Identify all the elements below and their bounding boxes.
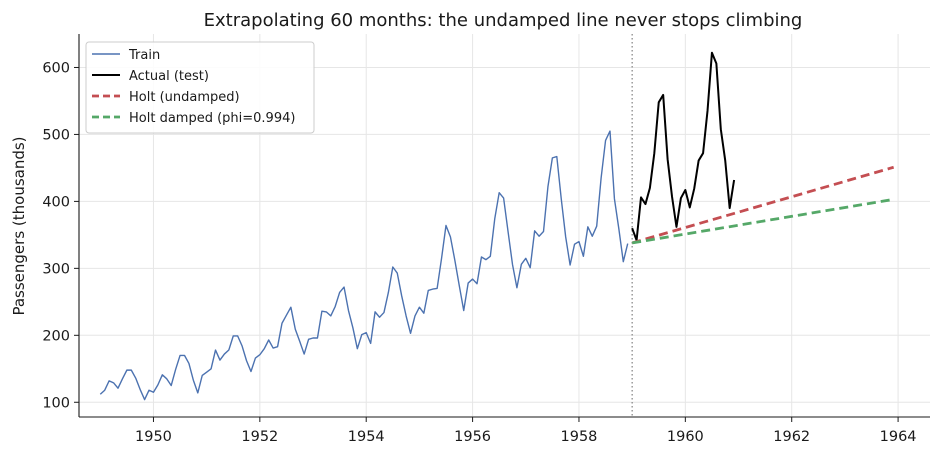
chart-title: Extrapolating 60 months: the undamped li… xyxy=(204,10,803,31)
x-tick-label: 1962 xyxy=(773,429,810,445)
legend-label-3: Holt damped (phi=0.994) xyxy=(129,111,295,126)
grid xyxy=(79,34,930,417)
legend-label-1: Actual (test) xyxy=(129,69,209,84)
legend: Train Actual (test) Holt (undamped) Holt da… xyxy=(85,41,315,134)
x-tick-label: 1958 xyxy=(561,429,598,445)
series-line-1 xyxy=(631,51,736,242)
y-tick-label: 300 xyxy=(42,261,70,277)
series-line-0 xyxy=(99,130,629,401)
y-tick-label: 600 xyxy=(42,60,70,76)
legend-label-2: Holt (undamped) xyxy=(129,90,240,105)
y-tick-label: 400 xyxy=(42,194,70,210)
x-tick-label: 1950 xyxy=(135,429,172,445)
axes: 1950 1952 1954 1956 1958 1960 1962 1964 100 200 30… xyxy=(42,34,930,445)
series-line-3 xyxy=(631,198,894,245)
plot-area xyxy=(99,34,895,417)
x-tick-label: 1960 xyxy=(667,429,704,445)
y-axis-label: Passengers (thousands) xyxy=(10,136,28,315)
x-tick-label: 1964 xyxy=(880,429,917,445)
series-line-2 xyxy=(631,165,895,245)
y-tick-label: 200 xyxy=(42,328,70,344)
legend-label-0: Train xyxy=(128,48,160,63)
legend-box xyxy=(85,41,315,134)
y-tick-label: 500 xyxy=(42,127,70,143)
x-tick-label: 1954 xyxy=(348,429,385,445)
x-tick-label: 1952 xyxy=(241,429,278,445)
y-tick-label: 100 xyxy=(42,395,70,411)
x-tick-label: 1956 xyxy=(454,429,491,445)
